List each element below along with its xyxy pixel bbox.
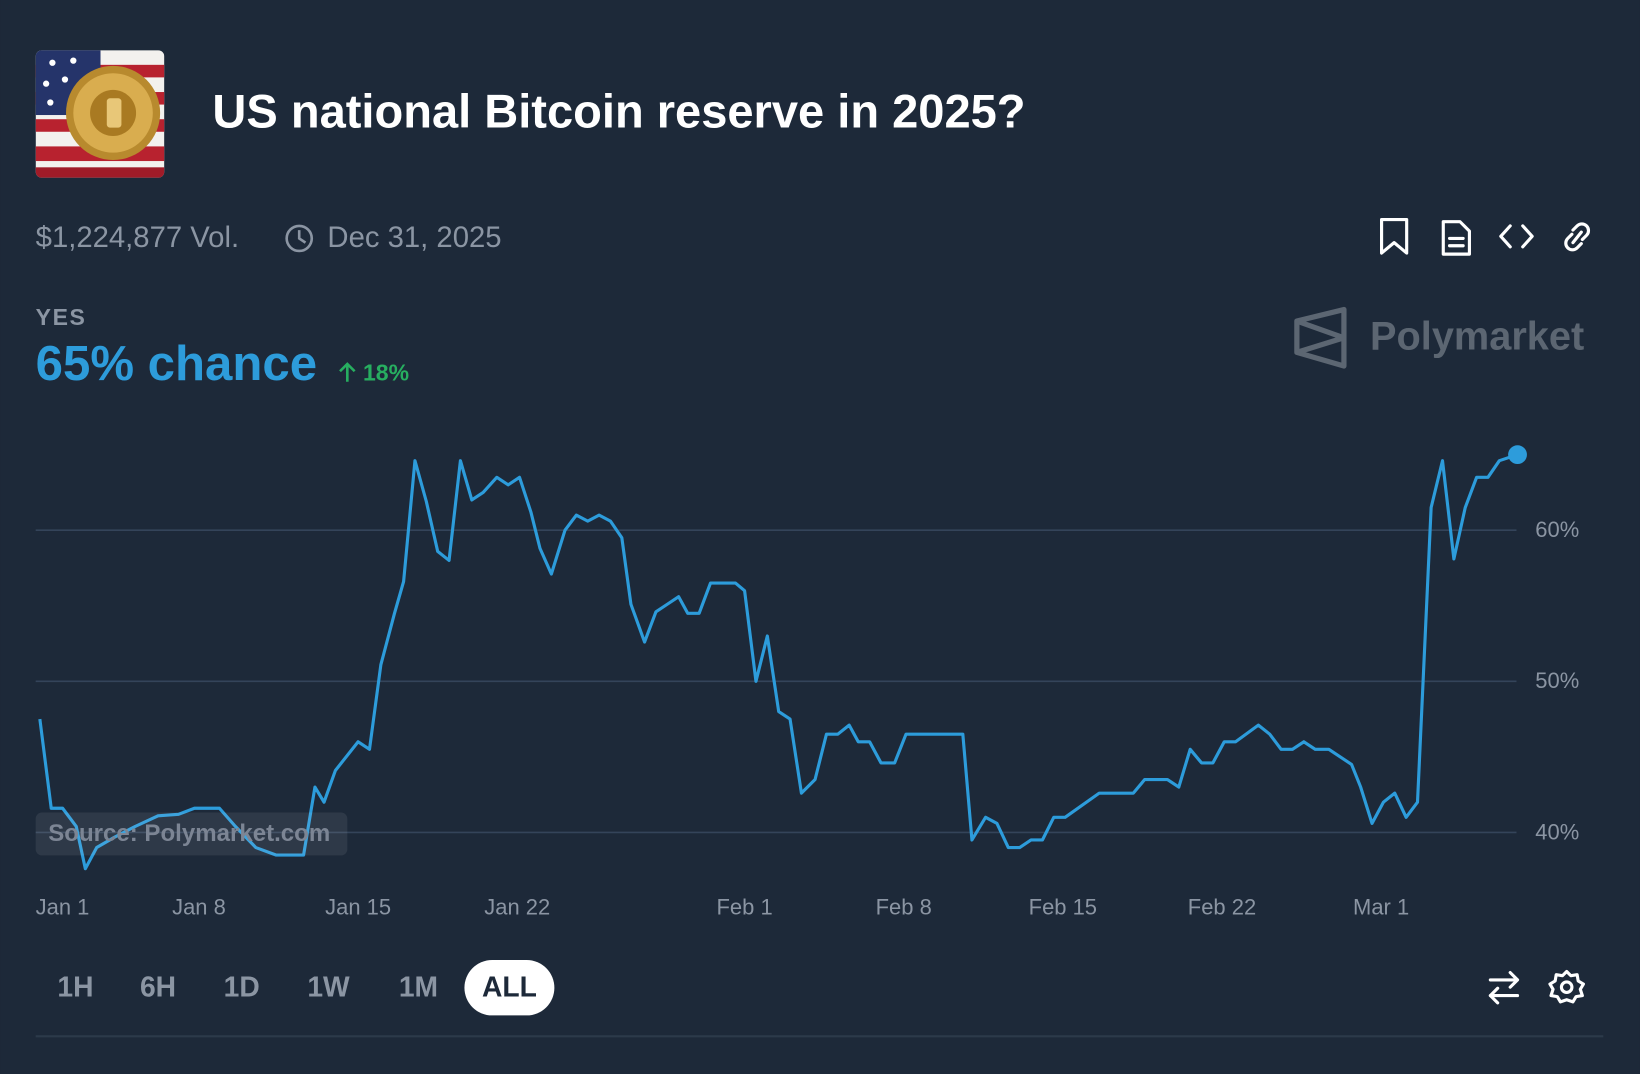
document-icon[interactable] xyxy=(1441,220,1471,256)
x-tick-label: Feb 1 xyxy=(717,895,773,920)
range-button[interactable]: 1H xyxy=(57,971,93,1003)
chance: 65% chance xyxy=(36,337,317,391)
x-tick-label: Jan 22 xyxy=(484,895,550,920)
x-tick-label: Feb 8 xyxy=(876,895,932,920)
range-button[interactable]: ALL xyxy=(482,971,537,1003)
y-tick-label: 60% xyxy=(1535,517,1579,542)
y-tick-label: 50% xyxy=(1535,668,1579,693)
link-icon[interactable] xyxy=(1564,222,1590,252)
price-line xyxy=(38,453,1519,871)
brand-logo xyxy=(1294,306,1347,369)
range-button[interactable]: 6H xyxy=(140,971,176,1003)
clock-icon xyxy=(285,224,314,253)
x-tick-label: Mar 1 xyxy=(1353,895,1409,920)
x-tick-label: Jan 1 xyxy=(36,895,90,920)
current-point xyxy=(1508,445,1527,465)
x-tick-label: Jan 8 xyxy=(172,895,226,920)
plot: 40% 50% 60% Jan 1 Jan 8 Jan 15 Jan 22 Feb 1 Feb … xyxy=(36,445,1579,920)
range-button[interactable]: 1W xyxy=(307,971,350,1003)
range-selector: 1H 6H 1D 1W 1M ALL xyxy=(57,960,555,1016)
y-tick-label: 40% xyxy=(1535,819,1579,844)
change: 18% xyxy=(363,359,409,385)
end-date: Dec 31, 2025 xyxy=(327,221,501,254)
outcome-label: YES xyxy=(36,304,87,330)
market-title: US national Bitcoin reserve in 2025? xyxy=(212,84,1025,137)
range-button-selected[interactable] xyxy=(464,960,555,1016)
market-image xyxy=(35,50,165,178)
swap-icon[interactable] xyxy=(1488,970,1520,1005)
brand-name: Polymarket xyxy=(1370,314,1584,358)
change-arrow xyxy=(339,362,356,382)
settings-icon[interactable] xyxy=(1548,969,1585,1004)
x-tick-label: Feb 15 xyxy=(1029,895,1097,920)
range-button[interactable]: 1D xyxy=(224,971,260,1003)
range-button[interactable]: 1M xyxy=(399,971,438,1003)
volume: $1,224,877 Vol. xyxy=(36,221,239,254)
bookmark-icon[interactable] xyxy=(1380,218,1409,255)
x-tick-label: Jan 15 xyxy=(325,895,391,920)
embed-icon[interactable] xyxy=(1499,224,1534,249)
source: Source: Polymarket.com xyxy=(48,820,330,847)
source-badge xyxy=(35,812,348,856)
x-tick-label: Feb 22 xyxy=(1188,895,1256,920)
